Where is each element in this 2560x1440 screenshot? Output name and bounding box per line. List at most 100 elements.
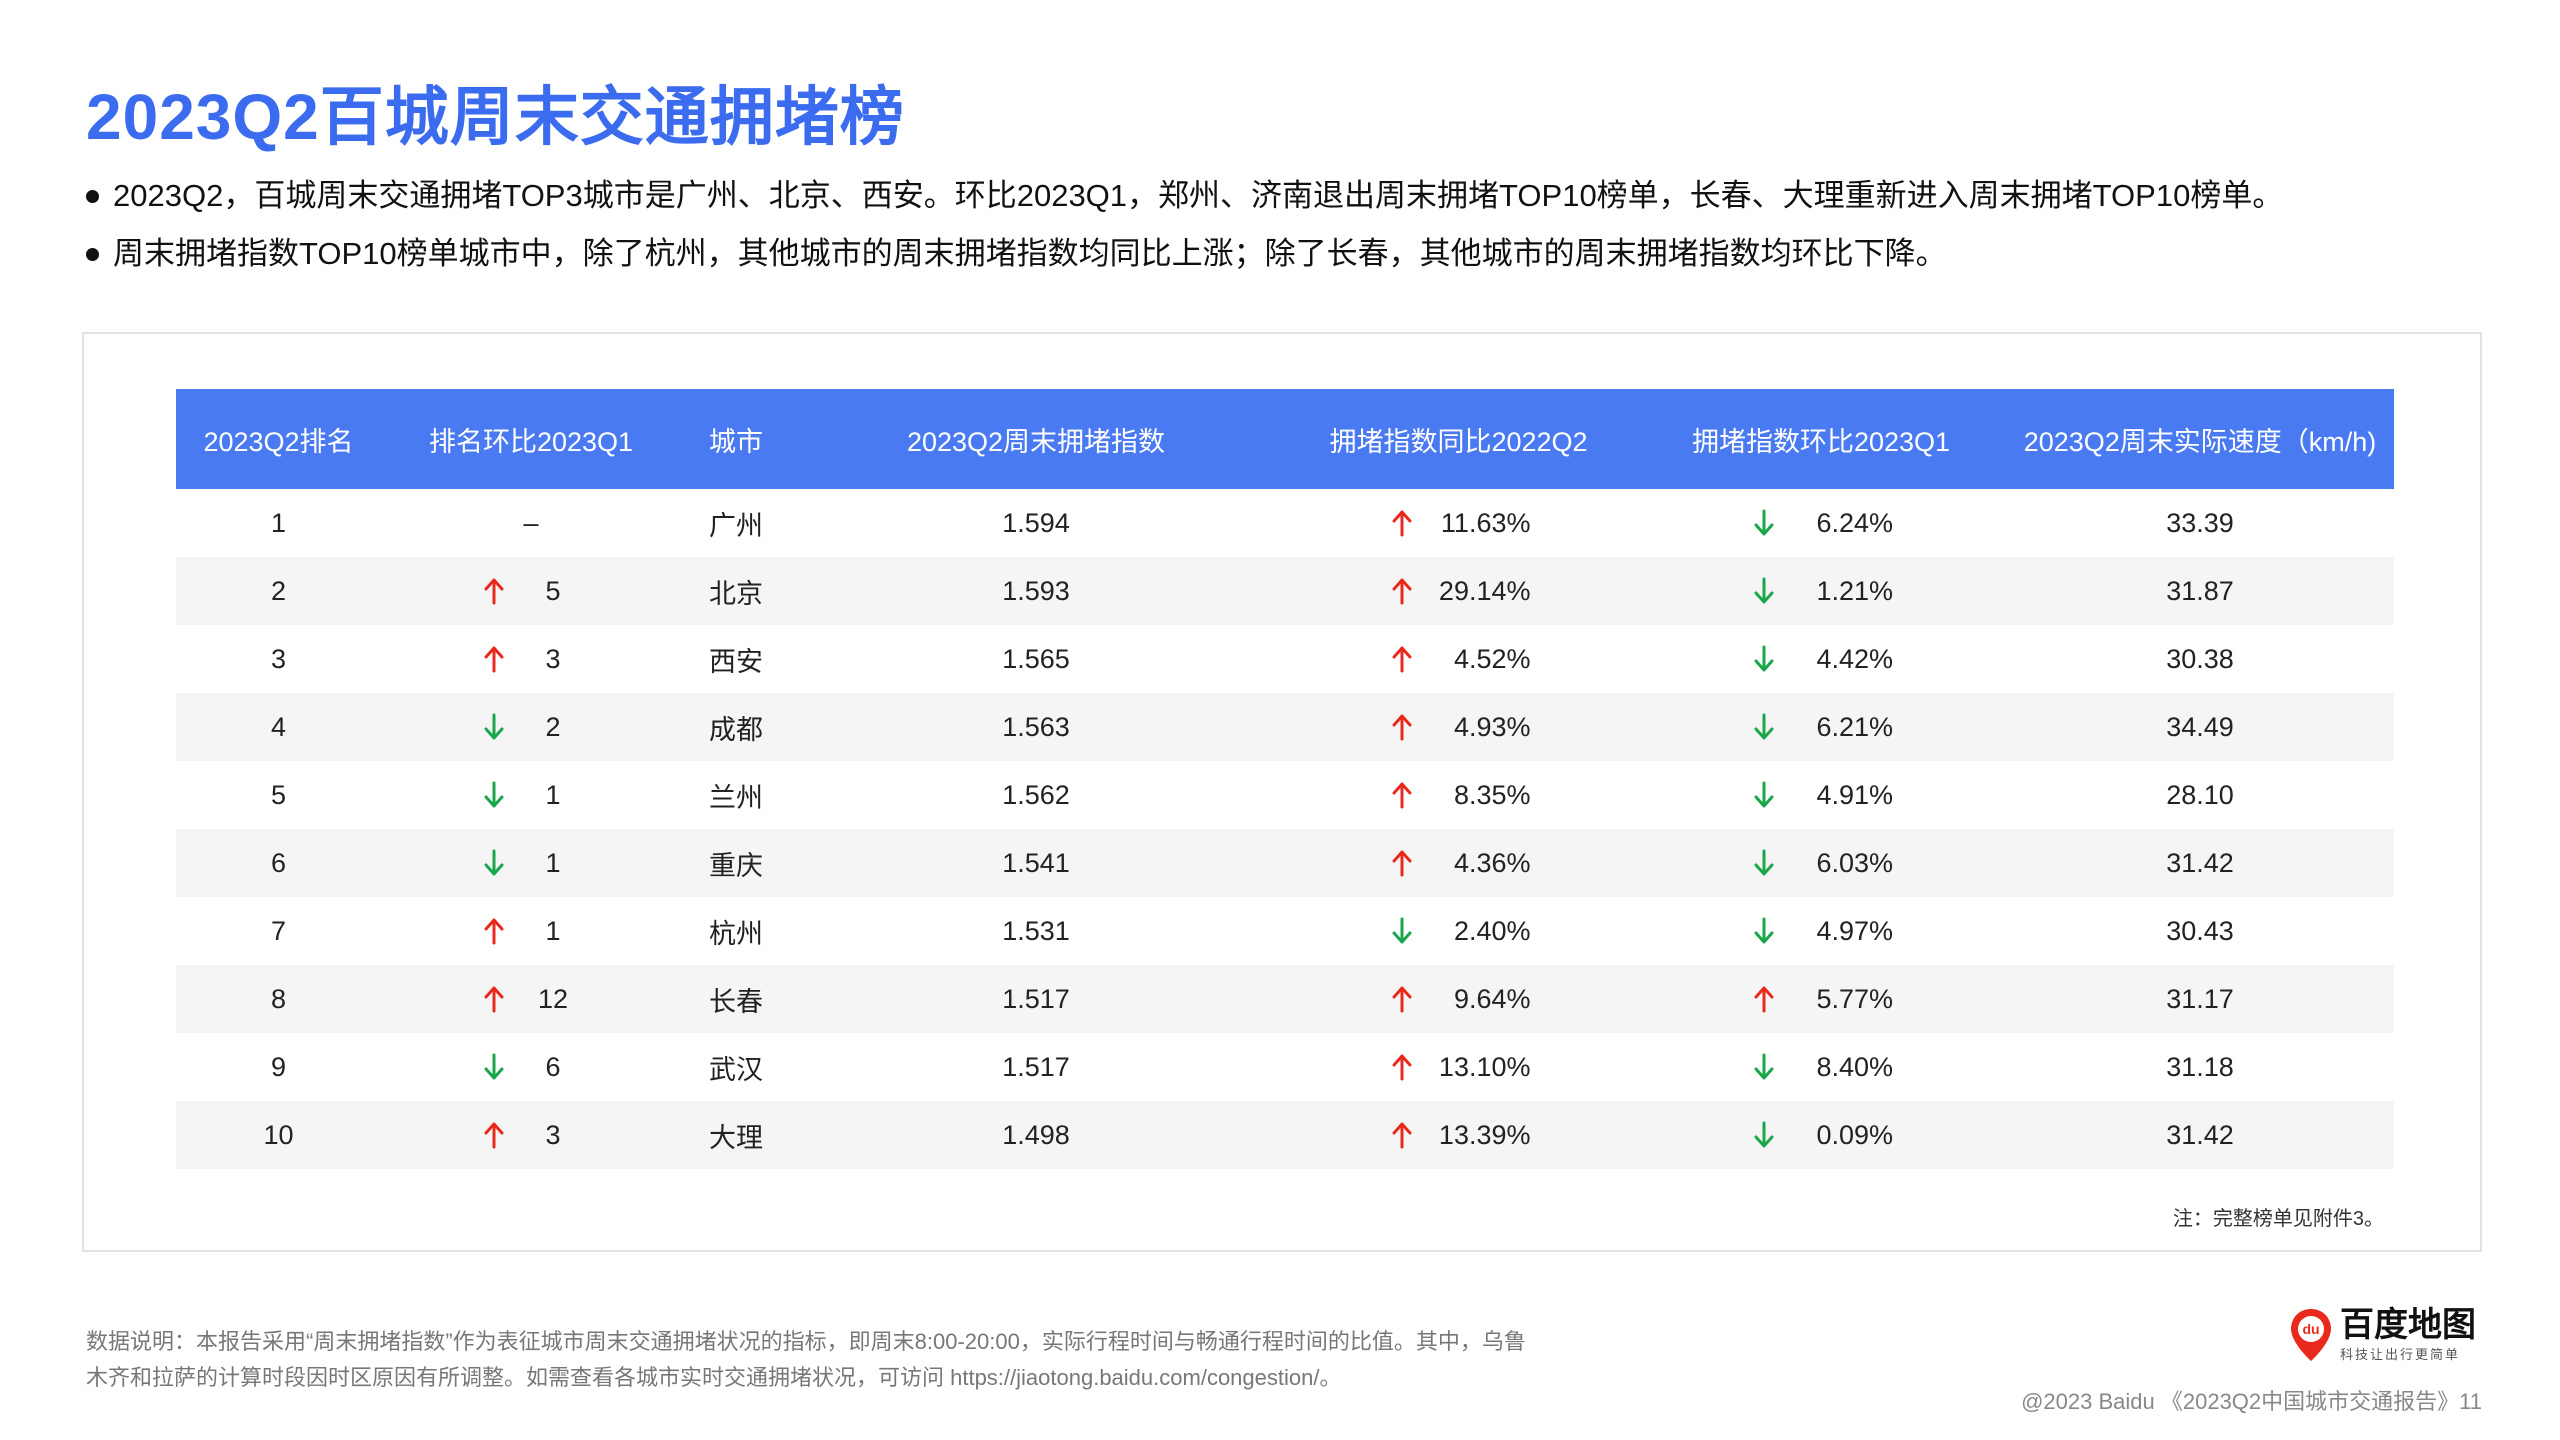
rank-value: 5	[270, 779, 287, 810]
header-rank-change: 排名环比2023Q1	[428, 426, 634, 457]
qoq-cell: 4.91%	[1636, 761, 2006, 829]
yoy-cell: 13.39%	[1281, 1101, 1636, 1169]
speed-cell: 28.10	[2006, 761, 2394, 829]
qoq-cell: 0.09%	[1636, 1101, 2006, 1169]
qoq-value: 4.91%	[1816, 779, 1893, 810]
yoy-value: 4.52%	[1453, 643, 1531, 674]
speed-cell: 31.17	[2006, 965, 2394, 1033]
rank-cell: 6	[176, 829, 381, 897]
speed-value: 31.87	[2166, 575, 2234, 606]
arrow-up-icon	[1387, 712, 1417, 742]
yoy-value: 13.39%	[1438, 1119, 1531, 1150]
table-row: 2 5 北京 1.593 29.14% 1.21% 31.87	[176, 557, 2394, 625]
logo-mark: du	[2302, 1321, 2319, 1337]
summary-bullet: 周末拥堵指数TOP10榜单城市中，除了杭州，其他城市的周末拥堵指数均同比上涨；除…	[86, 234, 2486, 274]
arrow-up-icon	[1387, 780, 1417, 810]
yoy-cell: 11.63%	[1281, 489, 1636, 557]
rank-value: 6	[270, 847, 287, 878]
yoy-value: 9.64%	[1453, 983, 1531, 1014]
index-value: 1.563	[1002, 711, 1070, 742]
city-name: 西安	[709, 646, 763, 677]
rank-cell: 7	[176, 897, 381, 965]
rank-cell: 2	[176, 557, 381, 625]
yoy-cell: 4.52%	[1281, 625, 1636, 693]
rank-change-value: 2	[545, 711, 561, 742]
rank-value: 4	[270, 711, 287, 742]
table-header: 2023Q2排名 排名环比2023Q1 城市 2023Q2周末拥堵指数 拥堵指数…	[176, 389, 2394, 489]
rank-change-cell: 6	[381, 1033, 681, 1101]
yoy-cell: 4.93%	[1281, 693, 1636, 761]
qoq-cell: 5.77%	[1636, 965, 2006, 1033]
yoy-value: 4.93%	[1453, 711, 1531, 742]
city-name: 长春	[709, 986, 763, 1017]
bullet-dot-icon	[86, 247, 99, 261]
index-value: 1.594	[1002, 507, 1070, 538]
data-footnote: 数据说明：本报告采用“周末拥堵指数”作为表征城市周末交通拥堵状况的指标，即周末8…	[86, 1324, 1646, 1396]
arrow-down-icon	[1749, 916, 1779, 946]
rank-change-value: 5	[545, 575, 561, 606]
arrow-up-icon	[479, 576, 509, 606]
rank-change-cell: 1	[381, 761, 681, 829]
qoq-cell: 1.21%	[1636, 557, 2006, 625]
table-row: 7 1 杭州 1.531 2.40% 4.97% 30.43	[176, 897, 2394, 965]
speed-cell: 30.38	[2006, 625, 2394, 693]
speed-value: 33.39	[2166, 507, 2234, 538]
speed-cell: 30.43	[2006, 897, 2394, 965]
rank-cell: 1	[176, 489, 381, 557]
yoy-cell: 9.64%	[1281, 965, 1636, 1033]
speed-value: 30.43	[2166, 915, 2234, 946]
index-cell: 1.531	[791, 897, 1281, 965]
qoq-value: 4.42%	[1816, 643, 1893, 674]
arrow-down-icon	[1749, 644, 1779, 674]
rank-change-value: 1	[545, 779, 561, 810]
header-yoy: 拥堵指数同比2022Q2	[1329, 426, 1588, 457]
index-cell: 1.562	[791, 761, 1281, 829]
arrow-up-icon	[479, 916, 509, 946]
rank-change-cell: 2	[381, 693, 681, 761]
yoy-cell: 8.35%	[1281, 761, 1636, 829]
city-cell: 武汉	[681, 1033, 791, 1101]
arrow-up-icon	[1387, 1052, 1417, 1082]
city-name: 重庆	[709, 850, 763, 881]
city-cell: 成都	[681, 693, 791, 761]
speed-cell: 31.87	[2006, 557, 2394, 625]
arrow-down-icon	[1749, 508, 1779, 538]
rank-change-value: 3	[545, 1119, 561, 1150]
qoq-value: 6.03%	[1816, 847, 1893, 878]
footnote-line: 木齐和拉萨的计算时段因时区原因有所调整。如需查看各城市实时交通拥堵状况，可访问 …	[86, 1365, 1342, 1390]
rank-cell: 10	[176, 1101, 381, 1169]
table-row: 4 2 成都 1.563 4.93% 6.21% 34.49	[176, 693, 2394, 761]
ranking-card: 2023Q2排名 排名环比2023Q1 城市 2023Q2周末拥堵指数 拥堵指数…	[82, 332, 2482, 1252]
city-cell: 西安	[681, 625, 791, 693]
yoy-cell: 29.14%	[1281, 557, 1636, 625]
yoy-cell: 2.40%	[1281, 897, 1636, 965]
index-cell: 1.565	[791, 625, 1281, 693]
city-name: 杭州	[709, 918, 763, 949]
index-value: 1.562	[1002, 779, 1070, 810]
speed-value: 31.17	[2166, 983, 2234, 1014]
logo-slogan: 科技让出行更简单	[2340, 1347, 2461, 1362]
speed-value: 31.42	[2166, 1119, 2234, 1150]
yoy-value: 11.63%	[1440, 507, 1531, 538]
bullet-text: 2023Q2，百城周末交通拥堵TOP3城市是广州、北京、西安。环比2023Q1，…	[113, 178, 2284, 213]
rank-value: 2	[270, 575, 287, 606]
city-cell: 兰州	[681, 761, 791, 829]
rank-change-value: 1	[545, 847, 561, 878]
bullet-text: 周末拥堵指数TOP10榜单城市中，除了杭州，其他城市的周末拥堵指数均同比上涨；除…	[113, 236, 1947, 271]
city-name: 兰州	[709, 782, 763, 813]
speed-cell: 33.39	[2006, 489, 2394, 557]
rank-change-cell: 1	[381, 829, 681, 897]
speed-cell: 31.42	[2006, 829, 2394, 897]
city-cell: 重庆	[681, 829, 791, 897]
city-cell: 杭州	[681, 897, 791, 965]
footnote-line: 数据说明：本报告采用“周末拥堵指数”作为表征城市周末交通拥堵状况的指标，即周末8…	[86, 1329, 1526, 1354]
rank-value: 7	[270, 915, 287, 946]
qoq-cell: 6.21%	[1636, 693, 2006, 761]
rank-cell: 4	[176, 693, 381, 761]
yoy-value: 2.40%	[1453, 915, 1531, 946]
rank-change-cell: –	[381, 489, 681, 557]
qoq-cell: 6.24%	[1636, 489, 2006, 557]
table-body: 1 – 广州 1.594 11.63% 6.24% 33.39 2 5 北京 1.593 29.14%…	[176, 489, 2394, 1169]
arrow-down-icon	[479, 1052, 509, 1082]
speed-cell: 31.42	[2006, 1101, 2394, 1169]
